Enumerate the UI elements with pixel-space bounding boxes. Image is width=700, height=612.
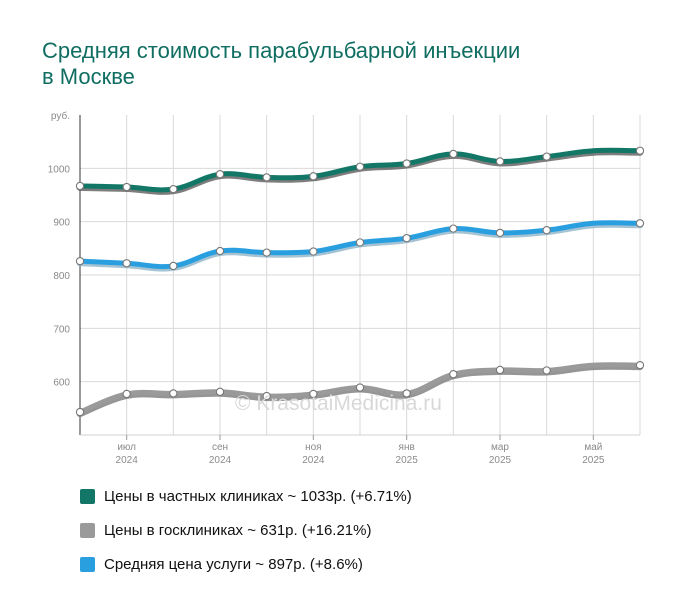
x-tick-year-label: 2024 [116, 455, 139, 466]
data-point [75, 181, 85, 191]
data-point [495, 365, 505, 375]
series-2 [75, 360, 645, 418]
data-point [402, 389, 411, 398]
data-point [402, 159, 411, 168]
data-point [309, 172, 318, 181]
data-point [449, 224, 458, 233]
data-point [635, 219, 645, 228]
data-point [635, 146, 645, 155]
x-tick-year-label: 2024 [209, 455, 232, 466]
x-tick-label: июл [117, 442, 136, 453]
x-tick-label: ноя [305, 442, 322, 453]
data-point [75, 256, 85, 266]
legend-item-private[interactable]: Цены в частных клиниках ~ 1033р. (+6.71%… [80, 484, 412, 508]
data-point [262, 248, 271, 257]
y-tick-label: 900 [53, 218, 70, 229]
y-tick-label: 700 [53, 324, 70, 335]
x-tick-label: май [584, 442, 602, 453]
data-point [402, 234, 411, 243]
data-point [75, 407, 85, 417]
data-point [215, 246, 225, 256]
data-point [355, 162, 365, 171]
legend-swatch-private [80, 488, 95, 504]
data-point [355, 238, 365, 247]
data-point [169, 261, 178, 271]
y-axis-label: руб. [51, 110, 70, 122]
chart-title-line-1: Средняя стоимость парабульбарной инъекци… [42, 38, 521, 63]
data-point [122, 259, 131, 268]
x-tick-year-label: 2025 [582, 455, 605, 466]
data-point [495, 228, 505, 238]
data-point [262, 391, 271, 401]
data-point [169, 184, 178, 194]
y-tick-label: 1000 [48, 164, 71, 175]
data-point [215, 170, 225, 179]
legend-label-public: Цены в госклиниках ~ 631р. (+16.21%) [104, 521, 372, 539]
data-point [309, 247, 318, 256]
chart-legend: Цены в частных клиниках ~ 1033р. (+6.71%… [80, 484, 412, 586]
y-tick-label: 800 [53, 271, 70, 282]
data-point [169, 389, 178, 398]
data-point [542, 366, 551, 375]
x-tick-year-label: 2024 [302, 455, 325, 466]
y-tick-label: 600 [53, 378, 70, 389]
x-tick-label: мар [491, 442, 509, 453]
watermark: © KrasotaiMedicina.ru [235, 392, 442, 415]
x-tick-label: сен [212, 442, 228, 453]
data-point [122, 389, 131, 399]
legend-swatch-average [80, 556, 95, 572]
legend-swatch-public [80, 522, 95, 538]
data-point [355, 383, 365, 392]
chart-title: Средняя стоимость парабульбарной инъекци… [42, 38, 642, 90]
legend-item-public[interactable]: Цены в госклиниках ~ 631р. (+16.21%) [80, 518, 412, 542]
data-point [122, 182, 131, 192]
legend-label-average: Средняя цена услуги ~ 897р. (+8.6%) [104, 555, 363, 573]
legend-item-average[interactable]: Средняя цена услуги ~ 897р. (+8.6%) [80, 552, 412, 576]
data-point [635, 360, 645, 370]
data-point [449, 370, 458, 379]
data-point [542, 226, 551, 235]
x-tick-year-label: 2025 [396, 455, 419, 466]
data-point [449, 149, 458, 159]
series-1 [75, 146, 645, 195]
data-point [262, 173, 271, 182]
chart-title-line-2: в Москве [42, 64, 135, 89]
data-point [309, 389, 318, 399]
legend-label-private: Цены в частных клиниках ~ 1033р. (+6.71%… [104, 487, 412, 505]
data-point [495, 157, 505, 166]
data-point [542, 152, 551, 161]
data-point [215, 387, 225, 396]
x-tick-label: янв [399, 442, 415, 453]
x-tick-year-label: 2025 [489, 455, 512, 466]
series-3 [75, 219, 645, 272]
